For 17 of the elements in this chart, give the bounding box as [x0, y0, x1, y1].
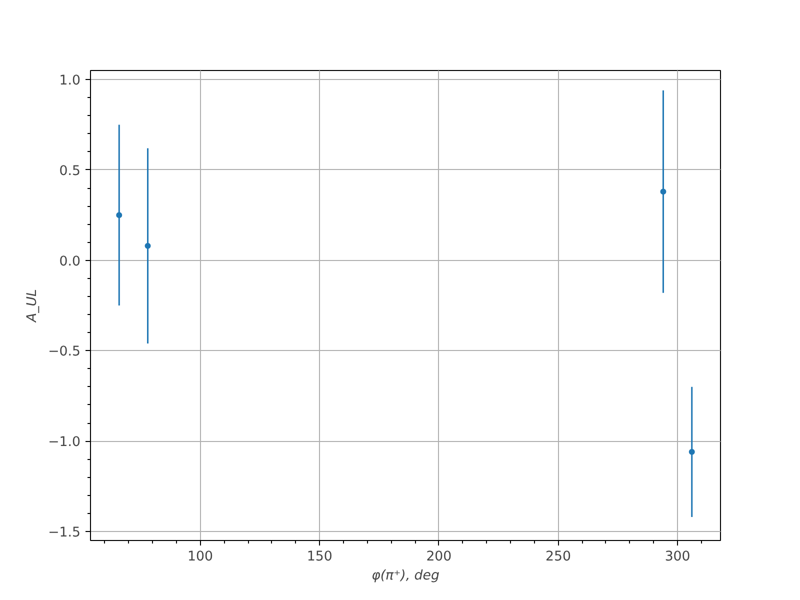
x-tick-label: 100	[188, 550, 214, 564]
y-tick-label: −1.5	[48, 525, 81, 540]
x-tick-label: 300	[664, 550, 690, 564]
point	[688, 448, 695, 455]
y-tick-label: −0.5	[48, 344, 81, 360]
x-tick-label: 250	[546, 550, 571, 564]
x-axis-title: φ(π⁺), deg	[372, 568, 440, 584]
point	[144, 242, 151, 249]
point	[116, 212, 122, 218]
x-tick-label: 150	[306, 550, 332, 564]
point	[660, 188, 666, 195]
y-tick-label: −1.0	[48, 435, 81, 450]
x-tick-label: 200	[426, 550, 452, 564]
y-tick-label: 0.5	[59, 164, 81, 179]
y-tick-label: 0.0	[59, 254, 81, 270]
y-tick-label: 1.0	[59, 74, 81, 89]
y-axis-title: A_UL	[25, 289, 40, 323]
